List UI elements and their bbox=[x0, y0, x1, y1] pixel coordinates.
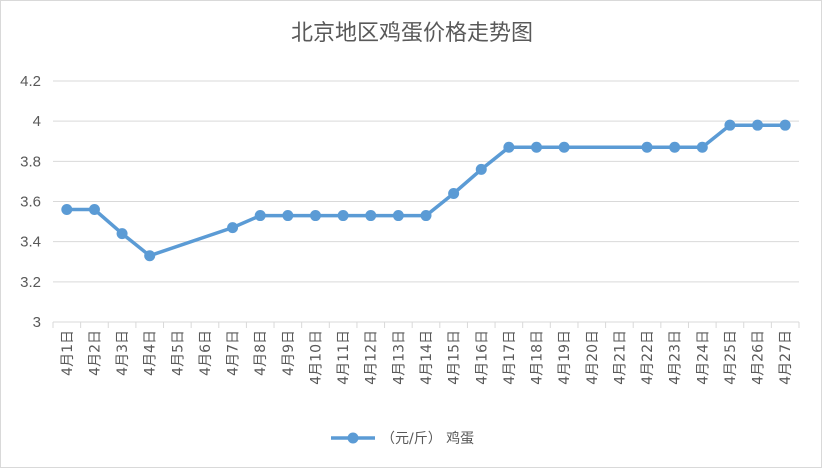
x-tick-label: 4月23日 bbox=[668, 330, 684, 385]
data-point bbox=[669, 141, 681, 153]
data-point bbox=[365, 210, 377, 222]
y-tick-label: 3.2 bbox=[20, 274, 41, 291]
data-point bbox=[392, 210, 404, 222]
y-tick-label: 3.8 bbox=[20, 153, 41, 170]
x-tick-label: 4月25日 bbox=[723, 330, 739, 385]
x-tick-label: 4月8日 bbox=[253, 330, 269, 376]
x-tick-label: 4月14日 bbox=[419, 330, 435, 385]
data-point bbox=[420, 210, 432, 222]
x-tick-label: 4月26日 bbox=[751, 330, 767, 385]
y-tick-label: 4 bbox=[33, 113, 41, 130]
data-point bbox=[558, 141, 570, 153]
x-tick-label: 4月15日 bbox=[447, 330, 463, 385]
x-tick-label: 4月22日 bbox=[640, 330, 656, 385]
x-tick-label: 4月16日 bbox=[474, 330, 490, 385]
data-point bbox=[503, 141, 515, 153]
x-tick-label: 4月21日 bbox=[612, 330, 628, 385]
y-tick-label: 3.4 bbox=[20, 234, 41, 251]
data-point bbox=[309, 210, 321, 222]
x-tick-label: 4月24日 bbox=[695, 330, 711, 385]
data-point bbox=[448, 187, 460, 199]
legend-label: （元/斤） 鸡蛋 bbox=[381, 430, 474, 447]
data-point bbox=[116, 228, 128, 240]
x-tick-label: 4月6日 bbox=[198, 330, 214, 376]
x-tick-label: 4月17日 bbox=[502, 330, 518, 385]
data-point bbox=[227, 222, 239, 234]
data-point bbox=[531, 141, 543, 153]
x-tick-label: 4月5日 bbox=[170, 330, 186, 376]
x-tick-label: 4月1日 bbox=[60, 330, 76, 376]
x-tick-label: 4月2日 bbox=[87, 330, 103, 376]
x-tick-label: 4月9日 bbox=[281, 330, 297, 376]
x-tick-label: 4月18日 bbox=[530, 330, 546, 385]
data-point bbox=[475, 163, 487, 175]
x-tick-label: 4月20日 bbox=[585, 330, 601, 385]
data-point bbox=[696, 141, 708, 153]
x-tick-label: 4月11日 bbox=[336, 330, 352, 385]
data-point bbox=[282, 210, 294, 222]
chart-title: 北京地区鸡蛋价格走势图 bbox=[290, 21, 533, 46]
legend-marker bbox=[347, 432, 359, 444]
data-point bbox=[752, 119, 764, 131]
y-tick-label: 3 bbox=[33, 314, 41, 331]
data-point bbox=[88, 204, 100, 216]
x-tick-label: 4月27日 bbox=[778, 330, 794, 385]
x-tick-label: 4月13日 bbox=[391, 330, 407, 385]
data-point bbox=[61, 204, 73, 216]
data-point bbox=[254, 210, 266, 222]
x-tick-label: 4月7日 bbox=[226, 330, 242, 376]
data-point bbox=[779, 119, 791, 131]
data-point bbox=[641, 141, 653, 153]
y-tick-label: 3.6 bbox=[20, 194, 41, 211]
data-point bbox=[144, 250, 156, 262]
data-point bbox=[724, 119, 736, 131]
x-tick-label: 4月12日 bbox=[364, 330, 380, 385]
x-tick-label: 4月4日 bbox=[143, 330, 159, 376]
y-tick-label: 4.2 bbox=[20, 73, 41, 90]
x-tick-label: 4月19日 bbox=[557, 330, 573, 385]
data-point bbox=[337, 210, 349, 222]
x-tick-label: 4月10日 bbox=[308, 330, 324, 385]
x-tick-label: 4月3日 bbox=[115, 330, 131, 376]
